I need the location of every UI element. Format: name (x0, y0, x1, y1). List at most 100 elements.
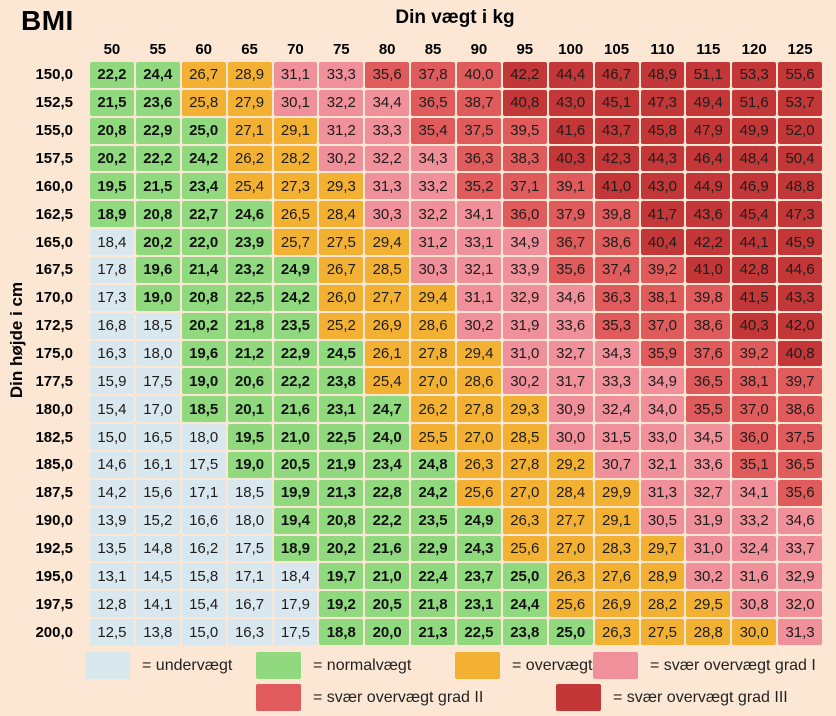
bmi-cell: 23,4 (365, 452, 410, 478)
bmi-cell: 25,0 (181, 117, 226, 144)
bmi-cell: 52,0 (778, 117, 822, 144)
bmi-cell: 23,8 (319, 368, 364, 395)
bmi-cell: 25,4 (365, 368, 410, 395)
legend-label: = undervægt (142, 656, 233, 674)
bmi-cell: 16,3 (227, 619, 272, 645)
bmi-cell: 12,5 (90, 619, 134, 645)
legend-swatch-undervaegt (85, 652, 130, 679)
bmi-cell: 32,9 (502, 284, 547, 311)
bmi-cell: 39,5 (502, 117, 547, 144)
bmi-cell: 22,5 (319, 424, 364, 450)
bmi-cell: 27,8 (457, 396, 501, 423)
bmi-cell: 17,5 (273, 619, 318, 645)
bmi-cell: 22,9 (135, 117, 180, 144)
bmi-cell: 20,8 (90, 117, 134, 144)
bmi-cell: 31,1 (457, 284, 501, 311)
bmi-cell: 27,7 (365, 284, 410, 311)
bmi-cell: 19,4 (273, 507, 318, 534)
bmi-cell: 24,2 (273, 284, 318, 311)
bmi-cell: 18,8 (319, 619, 364, 645)
bmi-cell: 27,5 (640, 619, 685, 645)
bmi-cell: 17,1 (227, 563, 272, 590)
bmi-cell: 46,9 (732, 173, 777, 200)
bmi-cell: 50,4 (778, 145, 822, 172)
legend-swatch-grad-1 (593, 652, 638, 679)
bmi-cell: 34,4 (365, 89, 410, 116)
bmi-cell: 39,2 (640, 257, 685, 283)
bmi-cell: 41,0 (686, 257, 731, 283)
bmi-cell: 23,5 (411, 507, 455, 534)
bmi-cell: 19,5 (90, 173, 134, 200)
bmi-cell: 22,5 (457, 619, 501, 645)
bmi-cell: 33,9 (502, 257, 547, 283)
bmi-cell: 33,3 (594, 368, 639, 395)
height-label: 170,0 (35, 289, 73, 307)
bmi-cell: 38,6 (778, 396, 822, 423)
bmi-cell: 34,3 (411, 145, 455, 172)
legend-label: = overvægt (512, 656, 593, 674)
bmi-cell: 27,1 (227, 117, 272, 144)
bmi-cell: 30,0 (732, 619, 777, 645)
bmi-cell: 23,1 (319, 396, 364, 423)
bmi-cell: 43,3 (778, 284, 822, 311)
bmi-cell: 20,8 (319, 507, 364, 534)
bmi-cell: 23,5 (273, 312, 318, 339)
bmi-cell: 43,6 (686, 201, 731, 228)
bmi-cell: 26,5 (273, 201, 318, 228)
bmi-cell: 44,9 (686, 173, 731, 200)
bmi-cell: 22,0 (181, 229, 226, 255)
bmi-cell: 12,8 (90, 591, 134, 618)
bmi-cell: 49,9 (732, 117, 777, 144)
bmi-cell: 35,6 (778, 479, 822, 506)
bmi-cell: 35,1 (732, 452, 777, 478)
bmi-cell: 28,9 (640, 563, 685, 590)
bmi-cell: 21,8 (411, 591, 455, 618)
bmi-cell: 47,3 (640, 89, 685, 116)
bmi-cell: 21,6 (273, 396, 318, 423)
weight-header-cell: 85 (424, 40, 442, 58)
bmi-cell: 53,3 (732, 62, 777, 88)
bmi-cell: 15,8 (181, 563, 226, 590)
bmi-cell: 35,4 (411, 117, 455, 144)
height-label: 157,5 (35, 149, 73, 167)
bmi-cell: 21,5 (135, 173, 180, 200)
height-label: 152,5 (35, 94, 73, 112)
bmi-cell: 42,0 (778, 312, 822, 339)
bmi-cell: 36,0 (732, 424, 777, 450)
page-title: BMI (21, 5, 74, 36)
table-corner (8, 38, 88, 60)
bmi-cell: 24,2 (411, 479, 455, 506)
legend-item-svaer-overvaegt-grad-1: = svær overvægt grad I (593, 652, 816, 679)
height-label: 175,0 (35, 344, 73, 362)
bmi-cell: 33,6 (686, 452, 731, 478)
bmi-cell: 45,4 (732, 201, 777, 228)
bmi-cell: 20,5 (365, 591, 410, 618)
bmi-cell: 19,6 (181, 340, 226, 367)
bmi-cell: 35,3 (594, 312, 639, 339)
bmi-cell: 37,0 (732, 396, 777, 423)
bmi-cell: 27,7 (548, 507, 593, 534)
bmi-cell: 43,0 (640, 173, 685, 200)
height-label: 182,5 (35, 428, 73, 446)
bmi-cell: 17,5 (227, 535, 272, 562)
bmi-cell: 17,5 (181, 452, 226, 478)
bmi-cell: 26,3 (457, 452, 501, 478)
bmi-cell: 36,0 (502, 201, 547, 228)
bmi-cell: 24,7 (365, 396, 410, 423)
legend-swatch-grad-3 (556, 684, 601, 711)
bmi-cell: 19,7 (319, 563, 364, 590)
bmi-cell: 48,4 (732, 145, 777, 172)
bmi-cell: 30,9 (548, 396, 593, 423)
bmi-cell: 23,8 (502, 619, 547, 645)
bmi-cell: 22,2 (90, 62, 134, 88)
bmi-cell: 36,5 (686, 368, 731, 395)
bmi-cell: 31,2 (319, 117, 364, 144)
height-label: 160,0 (35, 177, 73, 195)
weight-header-cell: 100 (558, 40, 584, 58)
bmi-cell: 19,6 (135, 257, 180, 283)
bmi-cell: 15,0 (90, 424, 134, 450)
bmi-cell: 26,2 (411, 396, 455, 423)
bmi-cell: 14,1 (135, 591, 180, 618)
bmi-cell: 28,5 (365, 257, 410, 283)
bmi-cell: 51,6 (732, 89, 777, 116)
